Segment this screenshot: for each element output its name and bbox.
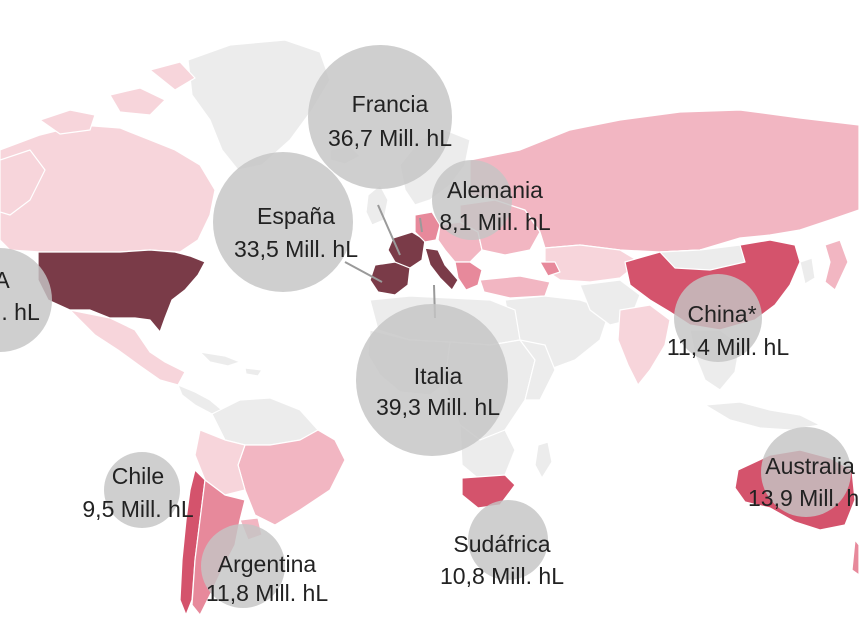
peru-bolivia <box>194 429 246 496</box>
label-espana-name: España <box>257 203 335 229</box>
caribbean <box>199 351 263 377</box>
bubble-francia <box>308 45 452 189</box>
label-alemania-value: 8,1 Mill. hL <box>439 209 550 235</box>
label-china-name: China* <box>687 301 756 327</box>
france <box>387 231 426 269</box>
georgia <box>539 261 561 277</box>
bubble-espana <box>213 152 353 292</box>
label-chile-value: 9,5 Mill. hL <box>82 496 193 522</box>
bubble-argentina <box>201 524 285 608</box>
labels: A l. hL Francia 36,7 Mill. hL España 33,… <box>0 91 859 606</box>
new-zealand <box>851 539 859 576</box>
bubble-chile <box>104 452 180 528</box>
greenland <box>187 39 331 171</box>
label-italia-name: Italia <box>414 363 463 389</box>
label-italia-value: 39,3 Mill. hL <box>376 394 500 420</box>
label-australia-name: Australia <box>765 453 855 479</box>
usa <box>37 249 206 333</box>
label-chile-name: Chile <box>112 463 164 489</box>
arctic-islands <box>39 61 196 135</box>
label-espana-value: 33,5 Mill. hL <box>234 236 358 262</box>
label-australia-value: 13,9 Mill. hL <box>748 485 859 511</box>
label-alemania-name: Alemania <box>447 177 543 203</box>
leader-line-alemania <box>419 217 423 233</box>
indonesia <box>704 401 821 431</box>
leader-line-francia <box>377 204 401 256</box>
label-usa-name: A <box>0 267 10 293</box>
label-china-value: 11,4 Mill. hL <box>667 334 790 360</box>
india <box>617 304 671 386</box>
italy <box>424 247 459 291</box>
bubble-australia <box>761 427 851 517</box>
korea <box>799 257 816 285</box>
bubbles <box>0 45 851 608</box>
bubble-china <box>674 274 762 362</box>
bubble-sudafrica <box>468 500 548 580</box>
alaska <box>0 149 46 216</box>
label-usa-value: l. hL <box>0 299 40 325</box>
label-argentina-name: Argentina <box>218 551 317 577</box>
madagascar <box>534 441 553 479</box>
germany <box>414 211 441 243</box>
bubble-italia <box>356 304 508 456</box>
bubble-alemania <box>432 160 512 240</box>
central-america <box>177 384 223 415</box>
mongolia <box>659 244 746 271</box>
mexico <box>69 309 186 386</box>
south-america-north <box>211 397 319 446</box>
russia <box>469 109 859 253</box>
japan <box>824 239 849 291</box>
bubble-usa <box>0 248 52 352</box>
label-argentina-value: 11,8 Mill. hL <box>206 580 329 606</box>
east-africa <box>519 339 556 401</box>
canada <box>0 124 216 253</box>
balkans <box>454 261 483 291</box>
leader-line-espana <box>344 261 383 283</box>
label-francia-value: 36,7 Mill. hL <box>328 125 452 151</box>
turkey <box>479 275 551 299</box>
label-sudafrica-value: 10,8 Mill. hL <box>440 563 564 589</box>
label-francia-name: Francia <box>352 91 429 117</box>
label-sudafrica-name: Sudáfrica <box>453 531 550 557</box>
